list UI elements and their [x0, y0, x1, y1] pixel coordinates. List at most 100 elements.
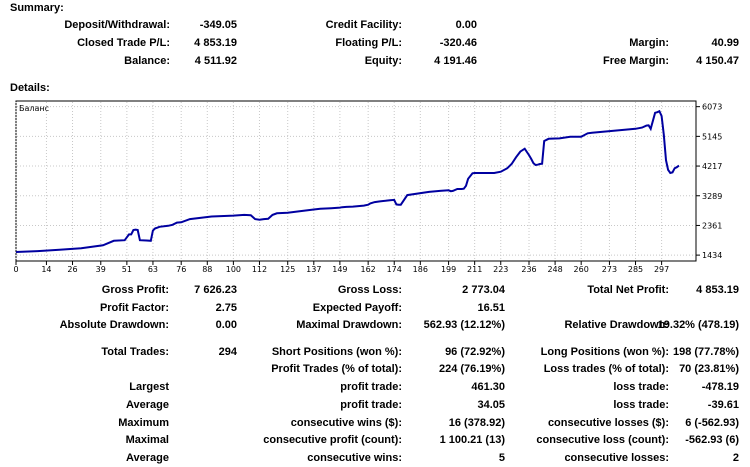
detail-value: 70 (23.81%): [679, 363, 739, 375]
x-tick-label: 26: [67, 265, 77, 274]
x-tick-label: 260: [574, 265, 589, 274]
detail-label: Total Net Profit:: [587, 284, 669, 296]
x-tick-label: 273: [602, 265, 617, 274]
detail-label: profit trade:: [340, 399, 402, 411]
detail-value: 4 853.19: [696, 284, 739, 296]
detail-label: Absolute Drawdown:: [59, 319, 169, 331]
summary-label: Margin:: [629, 37, 669, 49]
detail-value: -562.93 (6): [685, 434, 739, 446]
y-tick-label: 1434: [702, 251, 722, 260]
balance-chart: Баланс 1434 2361 3289 4217 5145 6073 0 14 26 39 5…: [13, 100, 722, 274]
x-tick-label: 211: [467, 265, 482, 274]
detail-value: 2.75: [215, 302, 237, 314]
detail-value: 16.51: [477, 302, 505, 314]
detail-label: Profit Factor:: [99, 302, 169, 314]
detail-value: 294: [218, 346, 237, 358]
summary-label: Balance:: [124, 55, 170, 67]
summary-heading: Summary:: [10, 2, 64, 14]
chart-plot-area: [15, 100, 697, 262]
summary-value: 40.99: [711, 37, 739, 49]
detail-label: consecutive losses:: [564, 452, 669, 464]
detail-label: Gross Profit:: [101, 284, 169, 296]
detail-label: Expected Payoff:: [312, 302, 402, 314]
detail-label: loss trade:: [613, 399, 669, 411]
detail-value: 1 100.21 (13): [439, 434, 505, 446]
detail-label: profit trade:: [340, 381, 402, 393]
summary-label: Free Margin:: [602, 55, 669, 67]
detail-label: Maximum: [118, 417, 169, 429]
detail-value: 198 (77.78%): [672, 346, 739, 358]
detail-label: Gross Loss:: [337, 284, 402, 296]
detail-value: 562.93 (12.12%): [423, 319, 505, 331]
x-tick-label: 14: [41, 265, 51, 274]
detail-label: Short Positions (won %):: [271, 346, 402, 358]
detail-label: Loss trades (% of total):: [543, 363, 669, 375]
detail-label: Average: [125, 452, 169, 464]
summary-value: 4 511.92: [194, 55, 237, 67]
x-tick-label: 51: [122, 265, 132, 274]
detail-label: consecutive profit (count):: [263, 434, 402, 446]
x-tick-label: 199: [441, 265, 456, 274]
y-tick-label: 3289: [702, 192, 722, 201]
x-tick-label: 88: [202, 265, 212, 274]
chart-grid-vertical: [15, 102, 663, 260]
detail-value: 2 773.04: [462, 284, 505, 296]
detail-label: Maximal Drawdown:: [296, 319, 402, 331]
x-tick-label: 236: [521, 265, 536, 274]
detail-label: Relative Drawdown:: [564, 319, 669, 331]
x-tick-label: 39: [96, 265, 106, 274]
detail-label: loss trade:: [613, 381, 669, 393]
detail-value: 34.05: [477, 399, 505, 411]
summary-label: Credit Facility:: [325, 19, 402, 31]
x-tick-label: 0: [13, 265, 18, 274]
detail-label: Largest: [129, 381, 169, 393]
summary-label: Deposit/Withdrawal:: [64, 19, 170, 31]
detail-value: 6 (-562.93): [685, 417, 739, 429]
x-tick-label: 125: [280, 265, 295, 274]
summary-value: 4 853.19: [194, 37, 237, 49]
x-tick-label: 285: [628, 265, 643, 274]
detail-value: 2: [732, 452, 739, 464]
summary-value: -320.46: [439, 37, 477, 49]
chart-title: Баланс: [19, 104, 49, 113]
x-tick-label: 149: [332, 265, 347, 274]
detail-label: consecutive wins:: [307, 452, 402, 464]
detail-label: consecutive losses ($):: [547, 417, 669, 429]
summary-label: Equity:: [364, 55, 402, 67]
detail-value: 0.00: [215, 319, 237, 331]
balance-series-line: [15, 109, 680, 253]
detail-value: -39.61: [707, 399, 739, 411]
x-tick-label: 297: [654, 265, 669, 274]
x-tick-label: 248: [547, 265, 562, 274]
detail-label: Long Positions (won %):: [540, 346, 669, 358]
x-tick-label: 174: [387, 265, 402, 274]
x-tick-label: 162: [361, 265, 376, 274]
detail-value: 7 626.23: [194, 284, 237, 296]
x-tick-label: 100: [226, 265, 241, 274]
y-tick-label: 4217: [702, 162, 722, 171]
detail-label: consecutive loss (count):: [536, 434, 669, 446]
chart-grid-horizontal: [17, 106, 695, 256]
y-tick-label: 2361: [702, 221, 722, 230]
detail-label: Maximal: [125, 434, 169, 446]
detail-label: Total Trades:: [101, 346, 169, 358]
summary-label: Floating P/L:: [335, 37, 402, 49]
detail-value: 224 (76.19%): [438, 363, 505, 375]
detail-value: 461.30: [471, 381, 505, 393]
summary-value: 4 191.46: [434, 55, 477, 67]
summary-value: 4 150.47: [696, 55, 739, 67]
details-heading: Details:: [10, 82, 50, 94]
detail-label: consecutive wins ($):: [290, 417, 402, 429]
x-tick-label: 223: [493, 265, 508, 274]
chart-y-axis: 1434 2361 3289 4217 5145 6073: [696, 103, 722, 260]
summary-value: 0.00: [455, 19, 477, 31]
x-tick-label: 76: [176, 265, 186, 274]
y-tick-label: 6073: [702, 103, 722, 112]
summary-label: Closed Trade P/L:: [77, 37, 170, 49]
detail-value: 19.32% (478.19): [657, 319, 739, 331]
detail-value: -478.19: [701, 381, 739, 393]
summary-value: -349.05: [199, 19, 237, 31]
x-tick-label: 137: [306, 265, 321, 274]
chart-x-axis: 0 14 26 39 51 63 76 88 100 112 125 137 149 162 174 186 1…: [13, 261, 669, 274]
x-tick-label: 112: [252, 265, 267, 274]
